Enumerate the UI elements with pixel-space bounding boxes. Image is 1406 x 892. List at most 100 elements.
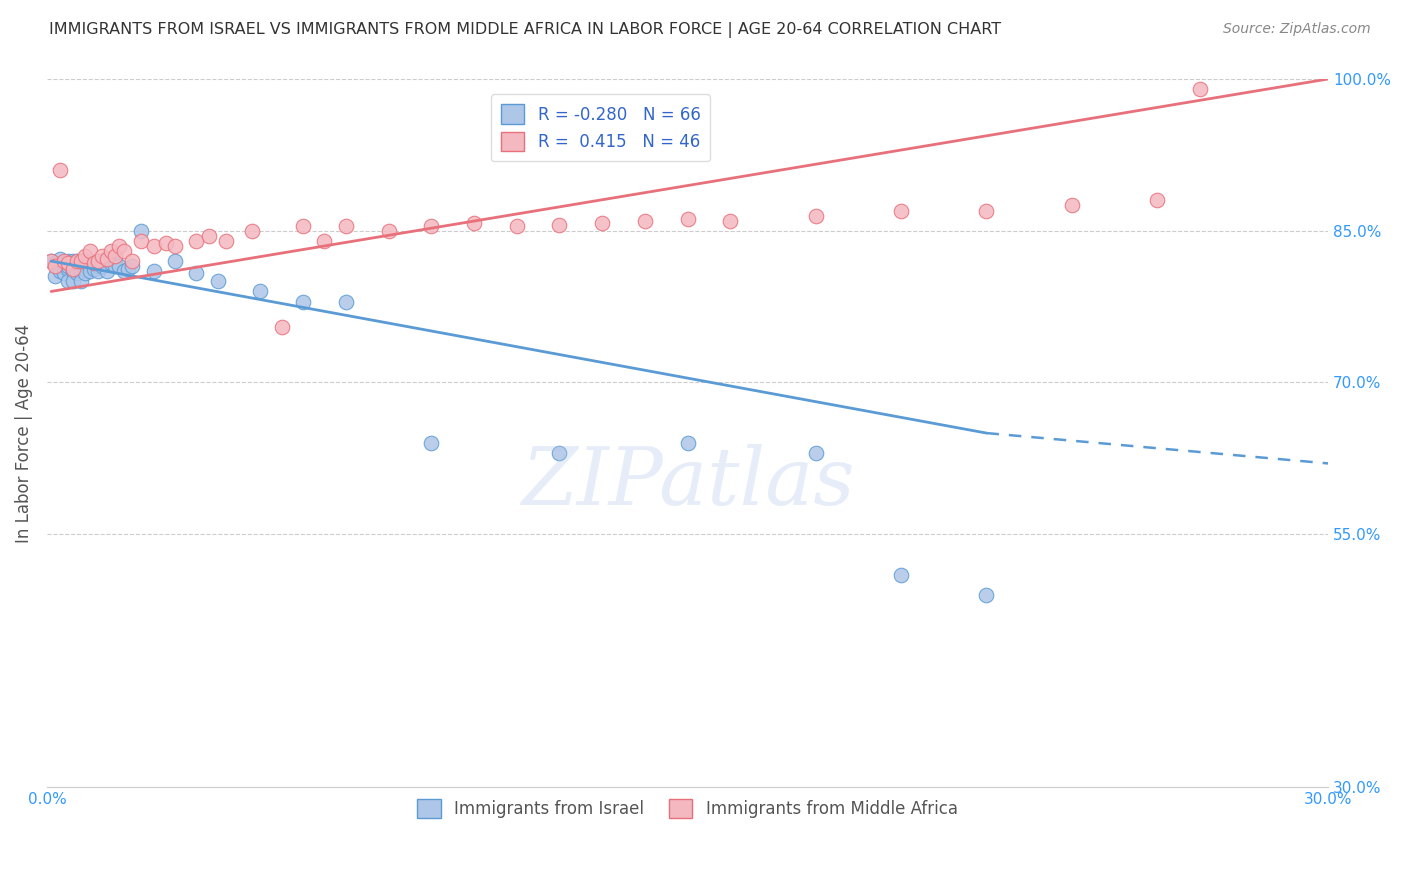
Point: [70, 256, 93, 270]
Point: [66, 259, 89, 273]
Point: [70, 274, 93, 288]
Point: [249, 285, 271, 299]
Point: [75, 259, 97, 273]
Point: [163, 239, 186, 253]
Point: [48, 264, 70, 278]
Point: [112, 244, 135, 258]
Point: [44, 269, 66, 284]
Point: [117, 262, 139, 277]
Point: [58, 254, 80, 268]
Point: [96, 254, 118, 268]
Point: [240, 224, 263, 238]
Point: [70, 254, 93, 268]
Point: [100, 256, 122, 270]
Point: [87, 254, 110, 268]
Point: [58, 259, 80, 273]
Point: [804, 446, 827, 460]
Point: [420, 219, 443, 233]
Point: [83, 256, 105, 270]
Point: [75, 262, 97, 277]
Point: [591, 216, 613, 230]
Point: [104, 249, 127, 263]
Point: [142, 264, 165, 278]
Point: [66, 266, 89, 280]
Point: [676, 436, 699, 450]
Point: [104, 259, 127, 273]
Point: [634, 213, 657, 227]
Point: [48, 252, 70, 266]
Point: [83, 259, 105, 273]
Point: [79, 264, 101, 278]
Point: [104, 254, 127, 268]
Point: [804, 209, 827, 223]
Point: [58, 256, 80, 270]
Point: [52, 266, 75, 280]
Point: [79, 244, 101, 258]
Point: [79, 256, 101, 270]
Point: [108, 239, 131, 253]
Point: [186, 234, 208, 248]
Point: [505, 219, 527, 233]
Point: [548, 446, 571, 460]
Point: [62, 254, 84, 268]
Point: [186, 266, 208, 280]
Point: [62, 274, 84, 288]
Point: [39, 254, 62, 268]
Y-axis label: In Labor Force | Age 20-64: In Labor Force | Age 20-64: [15, 324, 32, 542]
Point: [70, 254, 93, 268]
Point: [292, 219, 315, 233]
Point: [48, 163, 70, 178]
Text: IMMIGRANTS FROM ISRAEL VS IMMIGRANTS FROM MIDDLE AFRICA IN LABOR FORCE | AGE 20-: IMMIGRANTS FROM ISRAEL VS IMMIGRANTS FRO…: [49, 22, 1001, 38]
Point: [83, 256, 105, 270]
Point: [87, 264, 110, 278]
Point: [890, 567, 912, 582]
Point: [314, 234, 336, 248]
Point: [52, 254, 75, 268]
Point: [463, 216, 485, 230]
Point: [1146, 194, 1168, 208]
Point: [207, 274, 229, 288]
Point: [70, 259, 93, 273]
Point: [163, 254, 186, 268]
Point: [91, 259, 114, 273]
Point: [75, 249, 97, 263]
Point: [420, 436, 443, 450]
Point: [1188, 82, 1211, 96]
Point: [96, 252, 118, 266]
Point: [292, 294, 315, 309]
Point: [676, 211, 699, 226]
Point: [48, 258, 70, 272]
Point: [66, 264, 89, 278]
Point: [718, 213, 741, 227]
Point: [66, 254, 89, 268]
Point: [62, 264, 84, 278]
Text: Source: ZipAtlas.com: Source: ZipAtlas.com: [1223, 22, 1371, 37]
Point: [66, 256, 89, 270]
Point: [976, 203, 998, 218]
Point: [121, 254, 143, 268]
Point: [79, 254, 101, 268]
Point: [142, 239, 165, 253]
Point: [890, 203, 912, 218]
Point: [44, 259, 66, 273]
Point: [198, 228, 221, 243]
Point: [62, 262, 84, 277]
Point: [75, 254, 97, 268]
Point: [129, 234, 152, 248]
Legend: Immigrants from Israel, Immigrants from Middle Africa: Immigrants from Israel, Immigrants from …: [411, 792, 965, 825]
Point: [335, 219, 357, 233]
Point: [83, 262, 105, 277]
Point: [87, 259, 110, 273]
Point: [52, 260, 75, 275]
Point: [91, 254, 114, 268]
Point: [335, 294, 357, 309]
Point: [87, 254, 110, 268]
Point: [270, 319, 292, 334]
Text: ZIPatlas: ZIPatlas: [520, 444, 855, 522]
Point: [79, 259, 101, 273]
Point: [66, 254, 89, 268]
Point: [1060, 198, 1083, 212]
Point: [129, 224, 152, 238]
Point: [58, 274, 80, 288]
Point: [70, 264, 93, 278]
